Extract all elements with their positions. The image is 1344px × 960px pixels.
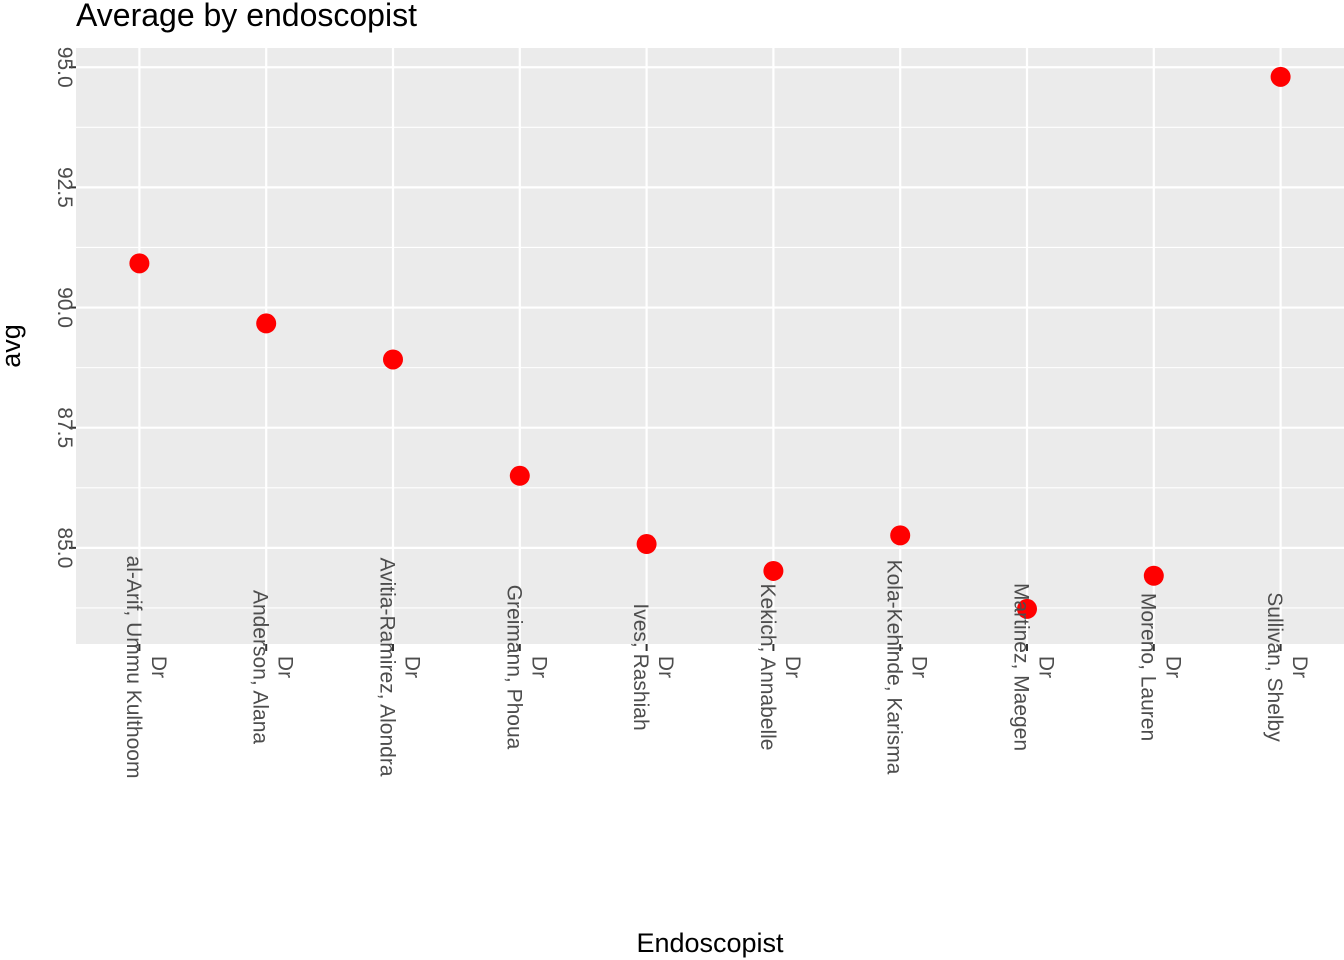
grid-major [76,48,1344,644]
y-tick-label: 85.0 [53,527,76,568]
grid-minor [76,126,1344,609]
x-tick-label: DrMartinez, Maegen [1010,583,1058,751]
data-point [1017,598,1037,619]
data-point [1143,565,1164,586]
svg-text:DrKola-Kehinde, Karisma: DrKola-Kehinde, Karisma [883,560,931,775]
y-axis: 85.0 87.5 90.0 92.5 95.0 [53,47,76,568]
svg-text:DrGreimann, Phoua: DrGreimann, Phoua [502,585,550,750]
x-tick-label: DrAvitia-Ramirez, Alondra [376,557,424,776]
x-tick-label: DrKekich, Annabelle [756,584,804,751]
x-tick-label: DrGreimann, Phoua [502,585,550,750]
svg-text:DrAvitia-Ramirez, Alondra: DrAvitia-Ramirez, Alondra [376,557,424,776]
data-point [509,465,530,486]
data-point [890,525,911,546]
data-point [256,313,277,334]
x-axis: Dral-Arif, Ummu Kulthoom DrAnderson, Alan… [122,556,1311,779]
svg-text:DrKekich, Annabelle: DrKekich, Annabelle [756,584,804,751]
data-point [129,253,150,274]
svg-text:DrIves, Rashiah: DrIves, Rashiah [629,603,677,730]
x-tick-label: DrKola-Kehinde, Karisma [883,560,931,775]
data-point [763,560,784,581]
svg-text:DrAnderson, Alana: DrAnderson, Alana [249,590,297,744]
data-point [636,534,657,555]
x-tick-label: Dral-Arif, Ummu Kulthoom [122,556,170,779]
y-tick-label: 92.5 [53,167,76,208]
svg-text:DrMartinez, Maegen: DrMartinez, Maegen [1010,583,1058,751]
y-axis-title: avg [0,324,26,368]
y-tick-label: 87.5 [53,407,76,448]
y-tick-label: 90.0 [53,287,76,328]
data-point [1270,66,1291,87]
x-tick-label: DrIves, Rashiah [629,603,677,730]
svg-text:DrSullivan, Shelby: DrSullivan, Shelby [1263,592,1311,742]
x-tick-label: DrSullivan, Shelby [1263,592,1311,742]
x-tick-label: DrAnderson, Alana [249,590,297,744]
x-axis-title: Endoscopist [636,928,784,958]
data-points [129,66,1291,619]
plot-panel [76,48,1344,644]
chart-title: Average by endoscopist [76,0,417,33]
x-tick-label: DrMoreno, Lauren [1136,593,1184,741]
y-tick-label: 95.0 [53,47,76,88]
data-point [383,349,403,370]
svg-text:DrMoreno, Lauren: DrMoreno, Lauren [1136,593,1184,741]
svg-text:Dral-Arif, Ummu Kulthoom: Dral-Arif, Ummu Kulthoom [122,556,170,779]
